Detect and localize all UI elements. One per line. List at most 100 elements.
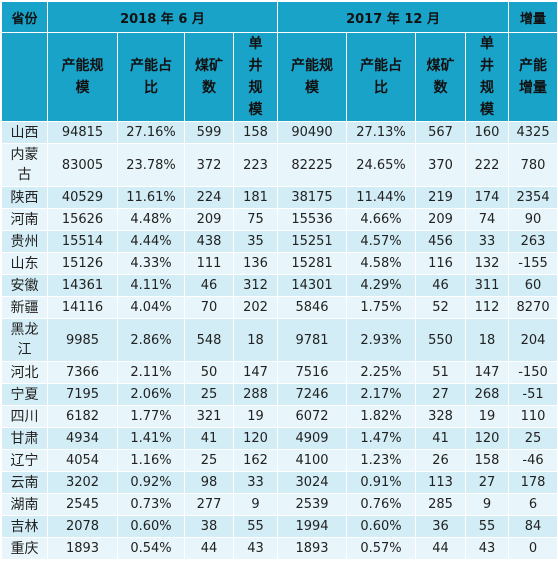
province-name: 辽宁 <box>10 452 39 469</box>
mines-2017-cell: 285 <box>415 493 466 516</box>
single-2017-cell: 147 <box>464 361 510 384</box>
mines-2018-cell: 25 <box>184 449 234 472</box>
mines-2017-cell: 27 <box>415 383 466 406</box>
share-2017-cell: 4.66% <box>346 208 416 231</box>
share-2018-cell: 4.44% <box>117 230 185 253</box>
capacity-2018-cell: 4054 <box>47 449 118 472</box>
single-2018-cell: 35 <box>233 230 278 253</box>
province-cell: 河北 <box>1 361 48 384</box>
share-2018-cell: 27.16% <box>117 121 185 144</box>
province-name: 湖南 <box>10 496 39 513</box>
single-2017-cell: 55 <box>464 515 510 538</box>
share-2018-cell: 2.11% <box>117 361 185 384</box>
single-2018-cell: 162 <box>233 449 278 472</box>
increment-cell: 84 <box>508 515 558 538</box>
capacity-2018-cell: 94815 <box>47 121 118 144</box>
capacity-2017-cell: 4909 <box>277 427 347 450</box>
single-mine-scale-2017-header: 单井规模 <box>464 32 510 122</box>
capacity-increment-label: 产能增量 <box>519 58 548 96</box>
single-2018-cell: 147 <box>233 361 278 384</box>
capacity-2017-cell: 4100 <box>277 449 347 472</box>
province-cell: 贵州 <box>1 230 48 253</box>
single-2018-cell: 75 <box>233 208 278 231</box>
share-2017-cell: 4.58% <box>346 252 416 275</box>
province-name: 内蒙古 <box>10 147 39 183</box>
table-row: 重庆 1893 0.54% 44 43 1893 0.57% 44 43 0 <box>1 537 558 560</box>
single-2017-cell: 311 <box>464 274 510 297</box>
share-2018-cell: 0.73% <box>117 493 185 516</box>
header-row-sub: 产能规模 产能占比 煤矿数 单井规模 产能规模 产能占比 煤矿数 单井规模 产能… <box>1 32 558 122</box>
capacity-2018-cell: 15514 <box>47 230 118 253</box>
province-name: 山东 <box>10 255 39 272</box>
share-2017-cell: 2.17% <box>346 383 416 406</box>
capacity-2017-cell: 1994 <box>277 515 347 538</box>
capacity-2018-cell: 40529 <box>47 186 118 209</box>
increment-cell: 6 <box>508 493 558 516</box>
increment-cell: -150 <box>508 361 558 384</box>
single-2018-cell: 43 <box>233 537 278 560</box>
province-cell: 山西 <box>1 121 48 144</box>
mines-2018-cell: 38 <box>184 515 234 538</box>
single-2018-cell: 33 <box>233 471 278 494</box>
single-2017-cell: 43 <box>464 537 510 560</box>
single-2017-cell: 120 <box>464 427 510 450</box>
mine-count-2018-header: 煤矿数 <box>184 32 234 122</box>
single-2018-cell: 120 <box>233 427 278 450</box>
province-name: 贵州 <box>10 233 39 250</box>
increment-cell: 204 <box>508 318 558 362</box>
capacity-scale-2018-header: 产能规模 <box>47 32 118 122</box>
capacity-scale-2017-label: 产能规模 <box>291 58 333 96</box>
mines-2018-cell: 70 <box>184 296 234 319</box>
mines-2017-cell: 113 <box>415 471 466 494</box>
single-mine-scale-2018-header: 单井规模 <box>233 32 278 122</box>
mines-2017-cell: 209 <box>415 208 466 231</box>
mines-2018-cell: 548 <box>184 318 234 362</box>
capacity-2018-cell: 4934 <box>47 427 118 450</box>
share-2017-cell: 4.57% <box>346 230 416 253</box>
mines-2017-cell: 550 <box>415 318 466 362</box>
province-cell: 陕西 <box>1 186 48 209</box>
increment-cell: -155 <box>508 252 558 275</box>
capacity-share-2017-label: 产能占比 <box>360 58 402 96</box>
capacity-2018-cell: 9985 <box>47 318 118 362</box>
single-2018-cell: 181 <box>233 186 278 209</box>
share-2018-cell: 4.48% <box>117 208 185 231</box>
increment-cell: 780 <box>508 143 558 187</box>
single-mine-scale-2017-label: 单井规模 <box>480 36 495 118</box>
province-cell: 山东 <box>1 252 48 275</box>
table-row: 辽宁 4054 1.16% 25 162 4100 1.23% 26 158 -46 <box>1 449 558 472</box>
capacity-2017-cell: 5846 <box>277 296 347 319</box>
single-mine-scale-2018-label: 单井规模 <box>248 36 263 118</box>
capacity-2018-cell: 15626 <box>47 208 118 231</box>
single-2018-cell: 19 <box>233 405 278 428</box>
single-2017-cell: 9 <box>464 493 510 516</box>
table-row: 河南 15626 4.48% 209 75 15536 4.66% 209 74 90 <box>1 208 558 231</box>
table-row: 河北 7366 2.11% 50 147 7516 2.25% 51 147 -150 <box>1 361 558 384</box>
table-row: 湖南 2545 0.73% 277 9 2539 0.76% 285 9 6 <box>1 493 558 516</box>
province-cell: 四川 <box>1 405 48 428</box>
table-row: 云南 3202 0.92% 98 33 3024 0.91% 113 27 178 <box>1 471 558 494</box>
share-2017-cell: 0.91% <box>346 471 416 494</box>
share-2018-cell: 2.06% <box>117 383 185 406</box>
capacity-increment-header: 产能增量 <box>508 32 558 122</box>
province-cell: 辽宁 <box>1 449 48 472</box>
single-2017-cell: 19 <box>464 405 510 428</box>
province-name: 山西 <box>10 124 39 141</box>
increment-cell: 90 <box>508 208 558 231</box>
capacity-2017-cell: 82225 <box>277 143 347 187</box>
single-2017-cell: 158 <box>464 449 510 472</box>
province-name: 河南 <box>10 211 39 228</box>
mines-2018-cell: 321 <box>184 405 234 428</box>
table-row: 四川 6182 1.77% 321 19 6072 1.82% 328 19 110 <box>1 405 558 428</box>
header-corner-cell <box>1 32 48 122</box>
province-cell: 湖南 <box>1 493 48 516</box>
increment-cell: 4325 <box>508 121 558 144</box>
capacity-2017-cell: 38175 <box>277 186 347 209</box>
single-2017-cell: 27 <box>464 471 510 494</box>
share-2017-cell: 0.76% <box>346 493 416 516</box>
capacity-2018-cell: 1893 <box>47 537 118 560</box>
province-cell: 黑龙江 <box>1 318 48 362</box>
share-2017-cell: 2.25% <box>346 361 416 384</box>
single-2017-cell: 33 <box>464 230 510 253</box>
table-row: 山西 94815 27.16% 599 158 90490 27.13% 567 160 4325 <box>1 121 558 144</box>
